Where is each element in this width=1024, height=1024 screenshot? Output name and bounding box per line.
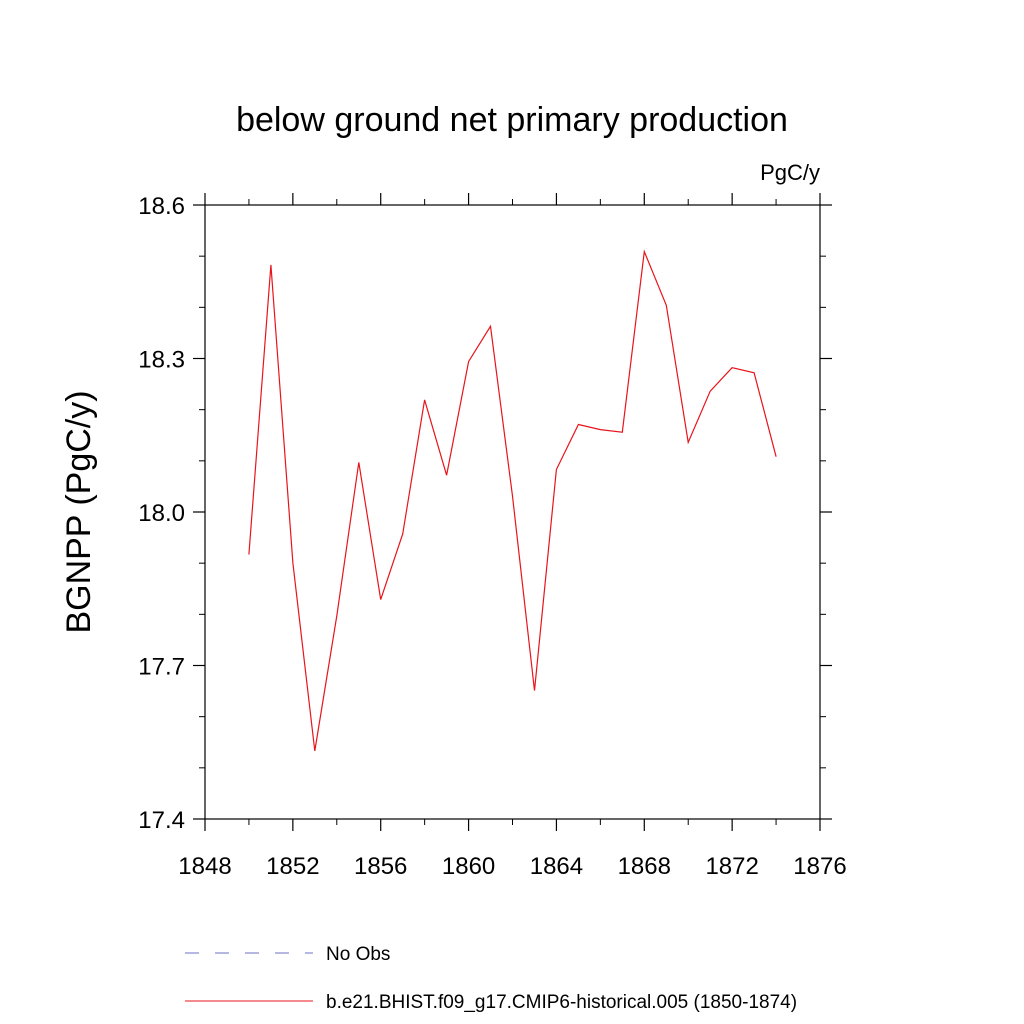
y-tick-label: 17.4	[138, 807, 185, 834]
x-tick-label: 1872	[705, 853, 758, 880]
x-tick-label: 1860	[442, 853, 495, 880]
series-layer	[248, 249, 777, 751]
y-tick-label: 17.7	[138, 654, 185, 681]
axes: 1848 1852 1856 1860 1864 1868 1872 1876 17.4 17.7…	[138, 193, 847, 880]
series-line	[248, 249, 777, 751]
chart-title: below ground net primary production	[236, 101, 788, 139]
x-tick-label: 1856	[354, 853, 407, 880]
y-tick-label: 18.6	[138, 193, 185, 220]
legend: No Obs b.e21.BHIST.f09_g17.CMIP6-historic…	[185, 944, 797, 1013]
legend-label: b.e21.BHIST.f09_g17.CMIP6-historical.005…	[326, 992, 797, 1013]
x-tick-label: 1868	[618, 853, 671, 880]
y-tick-label: 18.0	[138, 500, 185, 527]
plot-frame	[204, 204, 821, 820]
units-label: PgC/y	[760, 160, 820, 185]
x-tick-label: 1852	[266, 853, 319, 880]
x-tick-label: 1848	[178, 853, 231, 880]
legend-label: No Obs	[326, 944, 390, 965]
y-tick-label: 18.3	[138, 347, 185, 374]
x-tick-label: 1876	[793, 853, 846, 880]
x-tick-label: 1864	[530, 853, 583, 880]
y-axis-label: BGNPP (PgC/y)	[60, 390, 98, 633]
